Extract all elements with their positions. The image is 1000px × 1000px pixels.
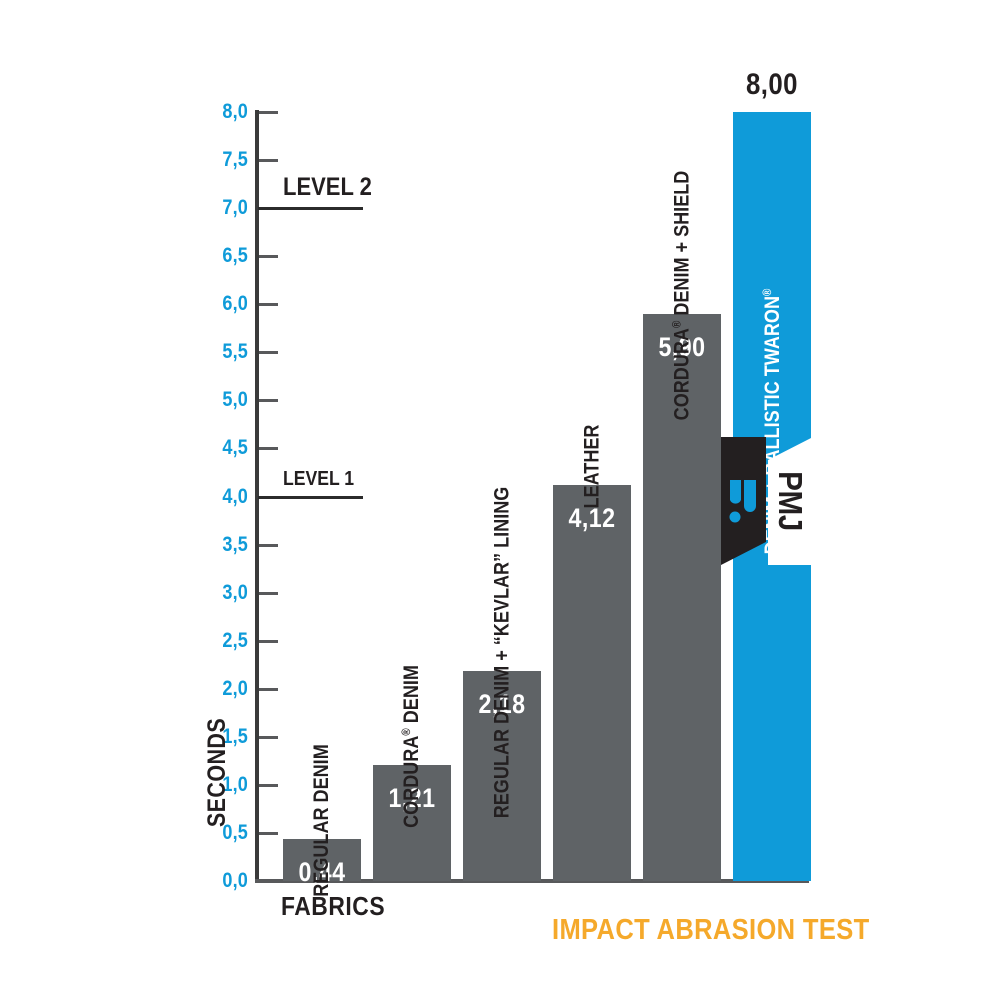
y-axis-tick-label-text: 2,5 [222, 628, 248, 652]
y-axis-tick-label-text: 1,5 [222, 724, 248, 748]
y-axis-tick-label: 8,0 [196, 101, 248, 123]
y-axis-title: SECONDS [203, 717, 232, 828]
bar-rectangle [553, 484, 631, 881]
y-axis-tick-label: 4,0 [196, 486, 248, 508]
y-axis-tick-label-text: 4,5 [222, 436, 248, 460]
y-axis-tick [259, 255, 278, 259]
y-axis-tick [259, 303, 278, 307]
bar-category-label: REGULAR DENIM [283, 551, 361, 897]
pmj-logo-wordmark: PMJ [772, 471, 809, 531]
bar-category-label-text: REGULAR DENIM [310, 743, 334, 897]
x-axis-title: FABRICS [281, 891, 386, 921]
level-line [258, 495, 363, 499]
bar-5[interactable]: 5,90 CORDURA® DENIM + SHIELD [643, 171, 721, 881]
y-axis-tick-label: 0,5 [196, 822, 248, 844]
y-axis-tick-label: 7,5 [196, 149, 248, 171]
y-axis-tick-label-text: 0,5 [222, 820, 248, 844]
bar-category-label: DENIM + BALLISTIC TWARON® [733, 132, 811, 555]
bar-4[interactable]: 4,12 LEATHER [553, 424, 631, 881]
y-axis-line [255, 110, 259, 883]
bar-rectangle [373, 764, 451, 881]
bar-value-label: 4,12 [568, 502, 616, 533]
level-label: LEVEL 2 [283, 173, 372, 202]
pmj-logo: PMJ [721, 437, 813, 565]
bar-1[interactable]: 0,44 REGULAR DENIM [283, 744, 361, 896]
y-axis-tick [259, 111, 278, 114]
bar-rectangle [643, 313, 721, 881]
y-axis-tick [259, 591, 278, 595]
y-axis-tick-label-text: 5,5 [222, 340, 248, 364]
y-axis-tick-label: 4,5 [196, 437, 248, 459]
y-axis-tick-label: 5,5 [196, 341, 248, 363]
bar-rectangle [283, 838, 361, 881]
y-axis-tick-label-text: 5,0 [222, 388, 248, 412]
bar-category-label-text: CORDURA® DENIM + SHIELD [670, 170, 694, 421]
y-axis-tick-label-text: 6,0 [222, 292, 248, 316]
y-axis-tick [259, 159, 278, 163]
y-axis-tick-label-text: 6,5 [222, 244, 248, 268]
bar-category-label-text: LEATHER [580, 424, 604, 509]
bar-category-label-text: REGULAR DENIM + “KEVLAR” LINING [490, 487, 514, 819]
y-axis-tick-label-text: 0,0 [222, 869, 248, 892]
y-axis-tick [259, 543, 278, 547]
bar-category-label: LEATHER [553, 197, 631, 508]
y-axis-tick-label: 1,5 [196, 726, 248, 748]
y-axis-tick [259, 687, 278, 691]
bar-value-label: 0,44 [298, 856, 346, 887]
y-axis-tick-label-text: 2,0 [222, 676, 248, 700]
level-label: LEVEL 1 [283, 467, 355, 490]
y-axis-tick-label-text: 7,5 [222, 148, 248, 172]
y-axis-tick-label-text: 7,0 [222, 196, 248, 220]
y-axis-tick-label: 6,0 [196, 293, 248, 315]
bar-category-label: CORDURA® DENIM + SHIELD [643, 26, 721, 421]
y-axis-tick-label-text: 8,0 [222, 100, 248, 123]
y-axis-tick-label: 6,5 [196, 245, 248, 267]
y-axis-tick [259, 351, 278, 355]
y-axis-tick-label: 5,0 [196, 389, 248, 411]
y-axis-tick-label-text: 4,0 [222, 484, 248, 508]
pmj-logo-symbol-icon [721, 437, 766, 565]
y-axis-tick-label-text: 3,5 [222, 532, 248, 556]
y-axis-tick-label: 3,0 [196, 582, 248, 604]
bar-value-label: 1,21 [388, 782, 436, 813]
y-axis-tick [259, 735, 278, 739]
y-axis-tick-label: 2,5 [196, 630, 248, 652]
y-axis-tick [259, 447, 278, 451]
y-axis-tick [259, 831, 278, 835]
bar-value-label: 5,90 [658, 331, 706, 362]
bar-2[interactable]: 1,21 CORDURA® DENIM [373, 665, 451, 881]
y-axis-tick-label: 2,0 [196, 678, 248, 700]
bar-3[interactable]: 2,18 REGULAR DENIM + “KEVLAR” LINING [463, 487, 541, 881]
y-axis-tick-label: 0,0 [196, 870, 248, 892]
bar-value-label: 2,18 [478, 689, 526, 720]
bar-value-label: 8,00 [746, 68, 798, 101]
y-axis-tick-label: 3,5 [196, 534, 248, 556]
level-line [258, 207, 363, 211]
bar-rectangle [463, 671, 541, 881]
y-axis-tick-label: 7,0 [196, 197, 248, 219]
bar-category-label: REGULAR DENIM + “KEVLAR” LINING [463, 383, 541, 819]
y-axis-tick [259, 399, 278, 403]
y-axis-tick-label-text: 1,0 [222, 772, 248, 796]
y-axis-tick-label: 1,0 [196, 774, 248, 796]
y-axis-tick [259, 783, 278, 787]
y-axis-tick [259, 639, 278, 643]
y-axis-tick-label-text: 3,0 [222, 580, 248, 604]
bar-category-label: CORDURA® DENIM [373, 477, 451, 828]
chart-footer-title: IMPACT ABRASION TEST [552, 914, 870, 946]
bar-category-label-text: CORDURA® DENIM [400, 664, 424, 828]
x-axis-line [255, 879, 809, 883]
